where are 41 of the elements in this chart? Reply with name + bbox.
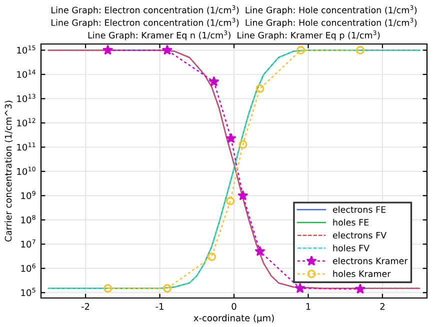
x-tick-label: -2 <box>81 303 90 310</box>
legend-label: electrons FV <box>332 232 386 239</box>
y-tick-label: 10$^{13}$ <box>17 94 36 102</box>
point <box>104 284 112 293</box>
point <box>226 132 236 144</box>
point <box>102 44 114 55</box>
legend-label: electrons Kramer <box>332 257 408 264</box>
x-axis-title: x-coordinate (µm) <box>194 314 274 324</box>
legend-label: holes FE <box>333 218 369 226</box>
y-tick-label: 10$^{7}$ <box>21 239 36 248</box>
point <box>208 76 220 86</box>
y-tick-label: 10$^{10}$ <box>17 166 36 175</box>
y-tick-label: 10$^{6}$ <box>21 264 36 272</box>
point <box>296 46 306 54</box>
y-tick-label: 10$^{11}$ <box>17 142 36 151</box>
chart-title: Line Graph: Electron concentration (1/cm$^{3}$) Line Graph: Hole concentration (1/cm$^{3}$) Line Graph: Electron concentration (1/cm$^{3}$) Line Graph: Hole concentration (1/cm$^{3}$) Line Graph: Kramer Eq n (1/cm$^{3}$) Line Graph: Kramer Eq p (1/cm$^{3}$) <box>52 5 417 40</box>
point <box>162 284 172 293</box>
point <box>254 246 266 256</box>
legend-label: holes Kramer <box>333 270 391 278</box>
point <box>238 140 248 149</box>
point <box>354 284 366 294</box>
y-tick-label: 10$^{12}$ <box>17 118 36 126</box>
point <box>207 252 216 262</box>
x-tick-label: 1 <box>306 303 310 310</box>
y-tick-label: 10$^{8}$ <box>21 215 36 224</box>
point <box>238 190 248 200</box>
y-tick-label: 10$^{5}$ <box>21 288 36 296</box>
x-tick-label: -1 <box>156 303 164 310</box>
point <box>356 46 364 54</box>
point <box>226 196 235 206</box>
legend-label: electrons FE <box>332 206 386 213</box>
x-tick-label: 0 <box>232 303 236 310</box>
y-tick-label: 10$^{15}$ <box>17 45 36 54</box>
y-tick-label: 10$^{9}$ <box>21 190 36 200</box>
point <box>162 44 173 55</box>
point <box>256 84 264 93</box>
y-tick-label: 10$^{14}$ <box>17 70 36 78</box>
x-tick-label: 2 <box>380 303 384 310</box>
y-axis-title: Carrier concentration (1/cm^3) <box>4 100 13 242</box>
legend-label: holes FV <box>333 244 370 252</box>
point <box>294 282 306 293</box>
